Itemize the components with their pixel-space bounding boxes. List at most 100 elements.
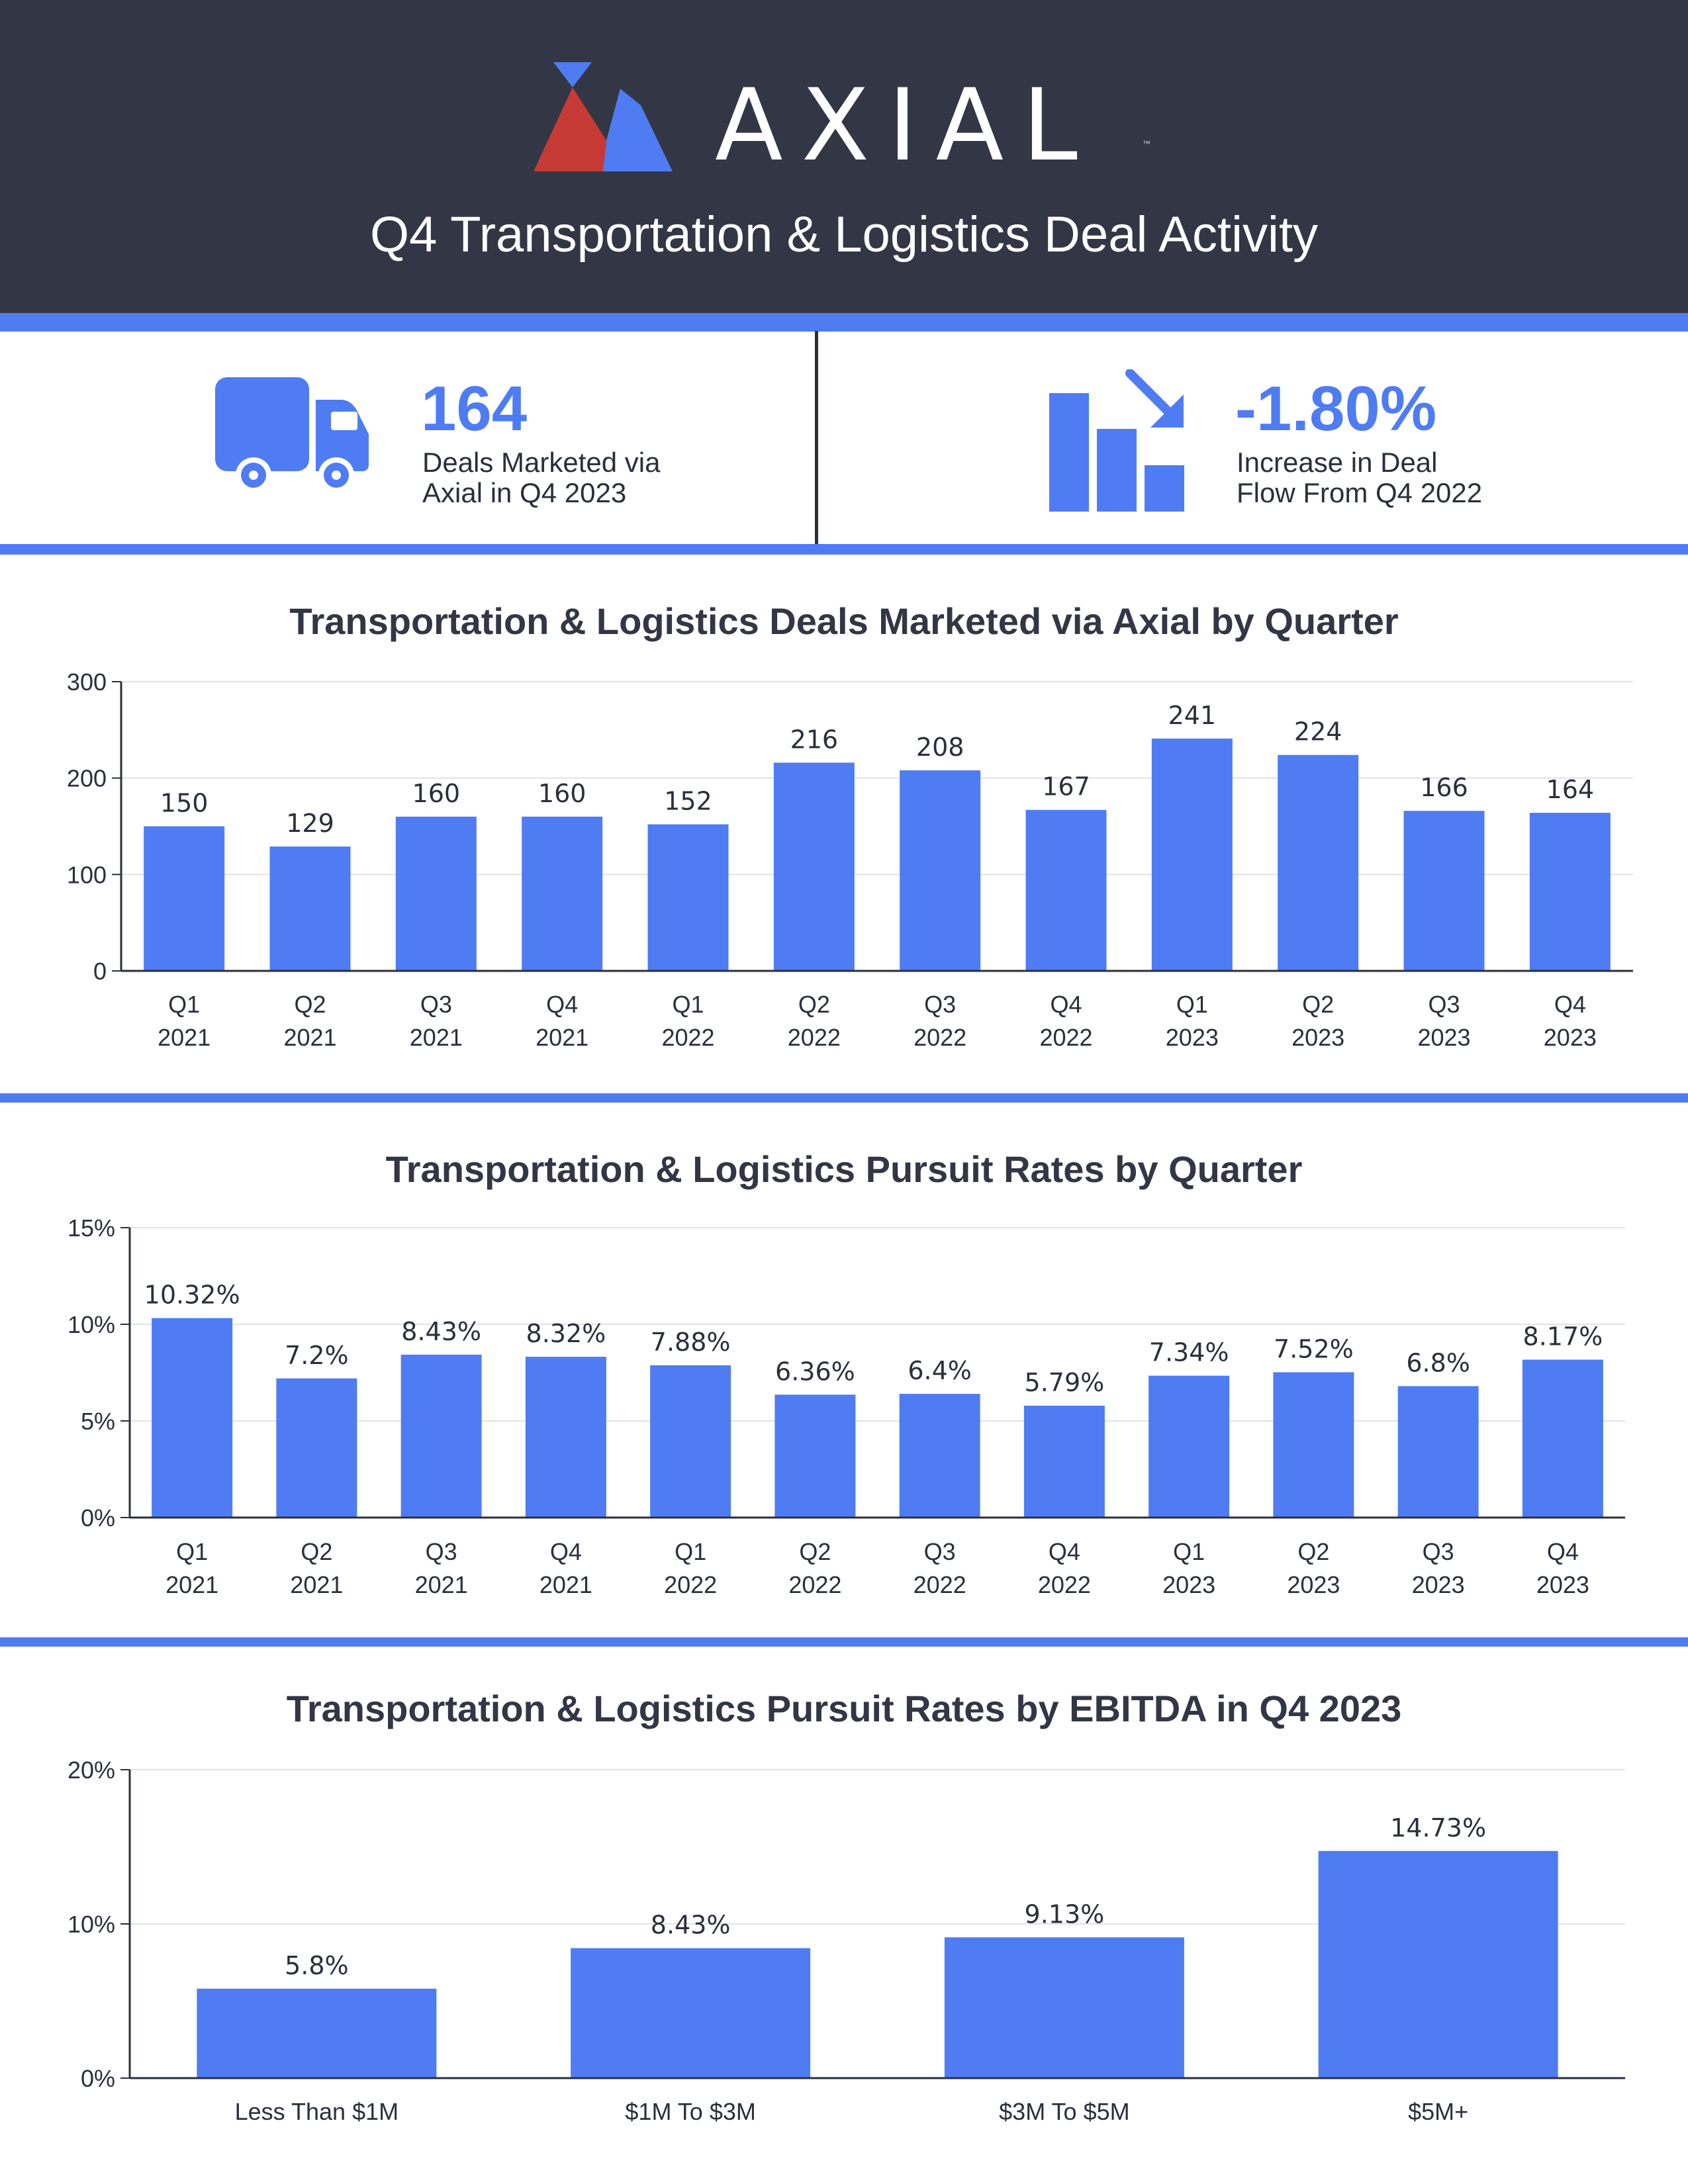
bar: [773, 762, 855, 971]
data-label: 8.17%: [1523, 1322, 1603, 1351]
section-divider: [0, 1637, 1688, 1647]
x-tick-label: $3M To $5M: [999, 2098, 1129, 2125]
x-tick-label: Q4: [1547, 1538, 1579, 1565]
x-tick-label: Q3: [426, 1538, 457, 1565]
deal-flow-change-value: -1.80%: [1235, 373, 1437, 444]
data-label: 6.36%: [775, 1357, 855, 1386]
x-tick-label: $1M To $3M: [625, 2098, 755, 2125]
x-tick-label: Q4: [1050, 991, 1082, 1018]
data-label: 6.8%: [1406, 1348, 1470, 1377]
section-divider: [0, 544, 1688, 555]
data-label: 5.8%: [285, 1951, 349, 1980]
x-tick-label: 2021: [410, 1024, 463, 1051]
data-label: 166: [1420, 773, 1468, 802]
x-tick-label: 2022: [914, 1571, 966, 1598]
data-label: 6.4%: [908, 1356, 972, 1385]
x-tick-label: Q1: [675, 1538, 706, 1565]
bar: [1318, 1850, 1558, 2078]
chart-title-deals-by-quarter: Transportation & Logistics Deals Markete…: [289, 600, 1399, 642]
y-tick-label: 15%: [68, 1214, 115, 1242]
bar: [152, 1318, 233, 1518]
x-tick-label: Q1: [1173, 1538, 1205, 1565]
bar: [269, 846, 351, 971]
bar: [144, 826, 225, 971]
x-tick-label: Q4: [1554, 991, 1586, 1018]
bar: [1023, 1405, 1105, 1518]
data-label: 164: [1546, 775, 1595, 804]
data-label: 9.13%: [1025, 1899, 1105, 1929]
bar: [522, 816, 603, 971]
data-label: 10.32%: [144, 1281, 240, 1310]
x-tick-label: Q3: [924, 1538, 956, 1565]
deal-flow-change-label-line2: Flow From Q4 2022: [1237, 477, 1483, 508]
x-tick-label: 2022: [664, 1571, 717, 1598]
x-tick-label: 2021: [415, 1571, 468, 1598]
deals-marketed-value: 164: [421, 373, 528, 444]
y-tick-label: 0: [93, 958, 107, 985]
header: AXIAL ™ Q4 Transportation & Logistics De…: [0, 0, 1688, 313]
bar: [774, 1394, 856, 1518]
bar: [525, 1357, 606, 1518]
data-label: 208: [916, 733, 964, 762]
x-tick-label: Q3: [924, 991, 956, 1018]
chart-title-pursuit-by-ebitda: Transportation & Logistics Pursuit Rates…: [286, 1688, 1402, 1729]
x-tick-label: Q3: [1423, 1538, 1454, 1565]
data-label: 7.2%: [285, 1341, 349, 1370]
x-tick-label: 2021: [158, 1024, 211, 1051]
bar: [1529, 813, 1611, 971]
x-tick-label: Q3: [420, 991, 452, 1018]
x-tick-label: 2023: [1291, 1024, 1344, 1051]
bar: [647, 824, 729, 971]
data-label: 241: [1168, 701, 1217, 730]
x-tick-label: Q3: [1428, 991, 1460, 1018]
y-tick-label: 100: [67, 861, 107, 888]
x-tick-label: Q2: [799, 1538, 831, 1565]
bar: [900, 770, 981, 971]
y-tick-label: 300: [67, 668, 107, 696]
bar: [1149, 1375, 1230, 1518]
bar: [400, 1354, 482, 1518]
data-label: 5.79%: [1025, 1368, 1105, 1397]
x-tick-label: 2021: [290, 1571, 343, 1598]
bar: [1397, 1386, 1479, 1518]
data-label: 167: [1042, 772, 1090, 801]
page-title: Q4 Transportation & Logistics Deal Activ…: [370, 206, 1318, 263]
data-label: 150: [160, 789, 209, 818]
data-label: 152: [664, 787, 712, 816]
deals-marketed-label-line2: Axial in Q4 2023: [422, 477, 627, 508]
data-label: 7.34%: [1149, 1338, 1229, 1367]
x-tick-label: $5M+: [1408, 2098, 1468, 2125]
x-tick-label: 2022: [788, 1024, 841, 1051]
x-tick-label: Q1: [168, 991, 200, 1018]
x-tick-label: 2021: [536, 1024, 588, 1051]
bar: [1522, 1359, 1603, 1518]
deals-marketed-label-line1: Deals Marketed via: [422, 447, 661, 478]
data-label: 160: [412, 779, 461, 808]
x-tick-label: Q1: [672, 991, 704, 1018]
y-tick-label: 10%: [68, 1311, 115, 1338]
x-tick-label: Q2: [798, 991, 830, 1018]
bar: [1273, 1372, 1354, 1518]
x-tick-label: 2023: [1417, 1024, 1470, 1051]
y-tick-label: 200: [67, 765, 107, 792]
x-tick-label: Q4: [1049, 1538, 1080, 1565]
y-tick-label: 20%: [68, 1756, 115, 1784]
x-tick-label: Q1: [176, 1538, 208, 1565]
x-tick-label: Q1: [1176, 991, 1208, 1018]
section-divider: [0, 1093, 1688, 1103]
stats-divider: [815, 331, 818, 544]
bar: [571, 1948, 811, 2078]
data-label: 8.43%: [651, 1911, 731, 1940]
accent-band: [0, 313, 1688, 332]
declining-bars-icon: [1049, 369, 1184, 512]
data-label: 8.43%: [401, 1317, 481, 1346]
x-tick-label: Q2: [1302, 991, 1334, 1018]
x-tick-label: 2023: [1287, 1571, 1340, 1598]
bar: [276, 1378, 357, 1518]
x-tick-label: 2023: [1536, 1571, 1589, 1598]
x-tick-label: Q2: [294, 991, 326, 1018]
x-tick-label: 2021: [539, 1571, 592, 1598]
x-tick-label: 2023: [1166, 1024, 1219, 1051]
bar: [1151, 738, 1233, 971]
data-label: 14.73%: [1390, 1813, 1486, 1843]
